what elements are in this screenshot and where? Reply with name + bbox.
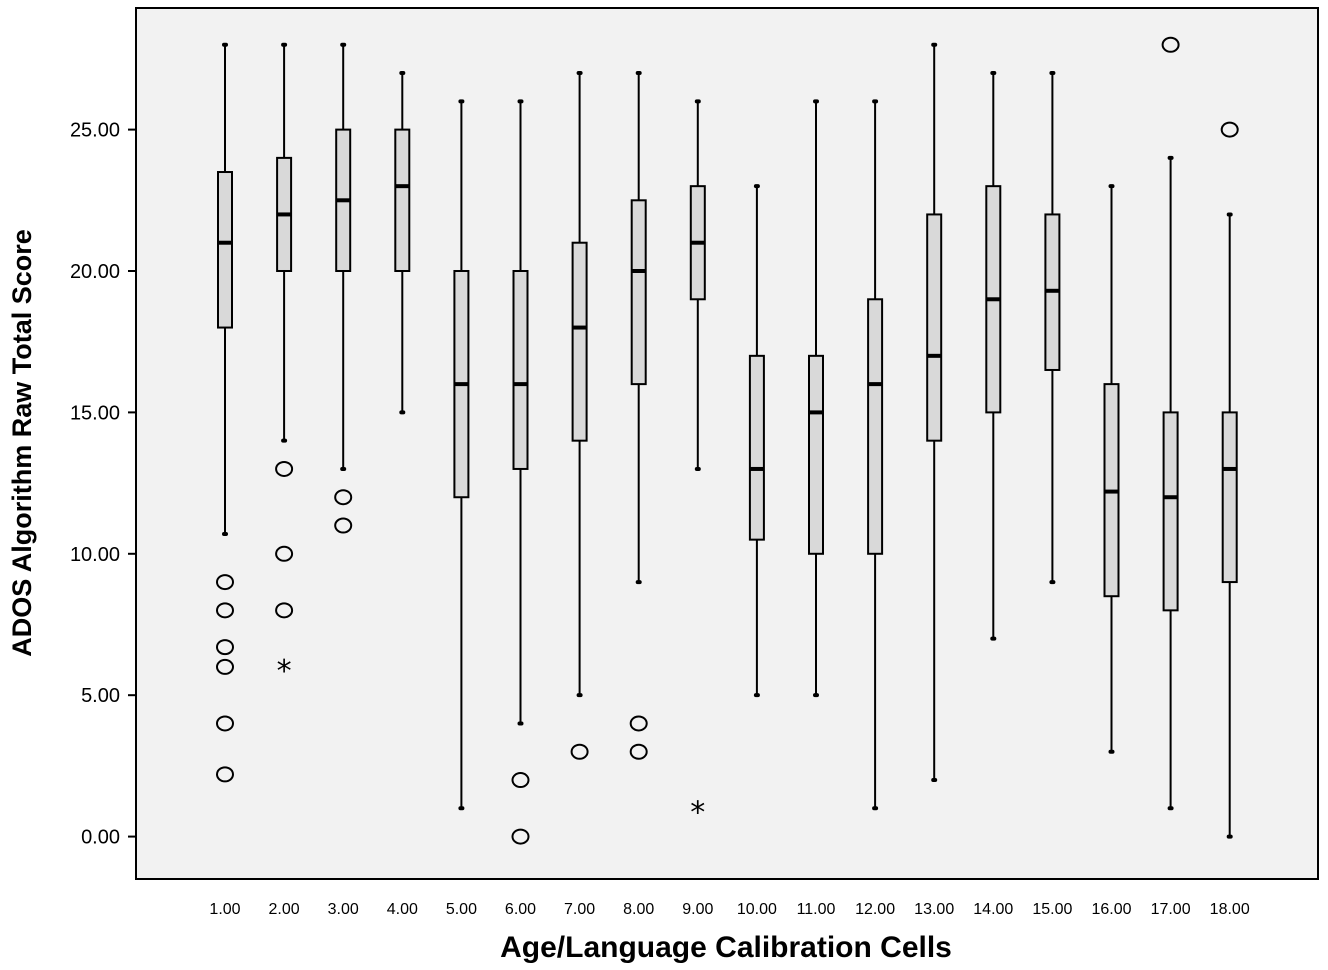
x-tick-label: 18.00 [1210, 901, 1250, 918]
y-axis-title: ADOS Algorithm Raw Total Score [7, 229, 37, 657]
box [512, 269, 529, 470]
box [571, 241, 588, 442]
outlier-point [275, 545, 294, 562]
outlier-point [216, 658, 234, 675]
box-group [216, 42, 234, 783]
box-group: * [275, 42, 294, 689]
outlier-point [334, 517, 353, 534]
x-tick-label: 10.00 [737, 901, 777, 918]
box [926, 213, 943, 442]
box-group [453, 99, 470, 811]
box-group [867, 99, 884, 811]
x-tick-label: 2.00 [269, 901, 300, 918]
outlier-point [216, 639, 234, 656]
box-group [1220, 121, 1239, 839]
x-tick-label: 17.00 [1151, 901, 1191, 918]
box-group [394, 71, 411, 415]
outlier-point [216, 766, 234, 783]
box-group: * [689, 99, 706, 830]
outlier-point [334, 489, 353, 506]
x-tick-label: 16.00 [1091, 901, 1131, 918]
outlier-point [275, 602, 294, 619]
box-group [334, 42, 353, 534]
x-axis-title: Age/Language Calibration Cells [500, 931, 952, 964]
box-group [808, 99, 824, 698]
x-tick-label: 11.00 [797, 901, 836, 918]
box [394, 128, 411, 272]
box-series: ** [216, 36, 1239, 845]
outlier-point [511, 828, 530, 845]
outlier-point [1220, 121, 1239, 138]
x-tick-label: 14.00 [973, 901, 1013, 918]
x-tick-label: 12.00 [855, 901, 895, 918]
box-group [570, 71, 589, 760]
x-tick-label: 6.00 [505, 901, 536, 918]
box-group [748, 184, 765, 698]
outlier-point [216, 574, 234, 591]
y-tick-label: 5.00 [81, 685, 120, 707]
y-axis-ticks: 0.00 5.00 10.00 15.00 20.00 25.00 [70, 120, 136, 849]
outlier-point [216, 602, 234, 619]
box [808, 354, 824, 555]
plot-area [135, 7, 1319, 880]
x-tick-label: 7.00 [564, 901, 595, 918]
x-tick-label: 1.00 [209, 901, 240, 918]
y-tick-label: 0.00 [81, 827, 120, 849]
y-tick-label: 20.00 [70, 261, 120, 283]
box-group [926, 42, 943, 783]
box [1221, 411, 1238, 584]
outlier-point [216, 715, 234, 732]
box-group [1044, 71, 1061, 585]
extreme-point: * [277, 654, 292, 689]
x-tick-label: 13.00 [914, 901, 954, 918]
outlier-point [570, 743, 589, 760]
outlier-point [1161, 36, 1180, 53]
x-tick-label: 4.00 [387, 901, 418, 918]
outlier-point [629, 743, 648, 760]
x-tick-label: 9.00 [682, 901, 713, 918]
box [217, 171, 233, 329]
outlier-point [629, 715, 648, 732]
y-tick-label: 15.00 [70, 402, 120, 424]
box-group [1161, 36, 1180, 811]
box [1162, 411, 1179, 612]
box-group [1103, 184, 1120, 754]
box-group [511, 99, 530, 845]
outlier-point [511, 772, 530, 789]
box-group [985, 71, 1002, 641]
outlier-point [275, 460, 294, 477]
x-axis-ticks: 1.00 2.00 3.00 4.00 5.00 6.00 7.00 8.00 9.00 10.0… [209, 901, 1249, 918]
box [867, 298, 884, 555]
x-tick-label: 3.00 [328, 901, 359, 918]
y-tick-label: 25.00 [70, 120, 120, 142]
box-group [629, 71, 648, 760]
box [748, 354, 765, 541]
y-tick-label: 10.00 [70, 544, 120, 566]
extreme-point: * [690, 795, 705, 830]
x-tick-label: 5.00 [446, 901, 477, 918]
x-tick-label: 15.00 [1032, 901, 1072, 918]
box [630, 199, 647, 386]
x-tick-label: 8.00 [623, 901, 654, 918]
